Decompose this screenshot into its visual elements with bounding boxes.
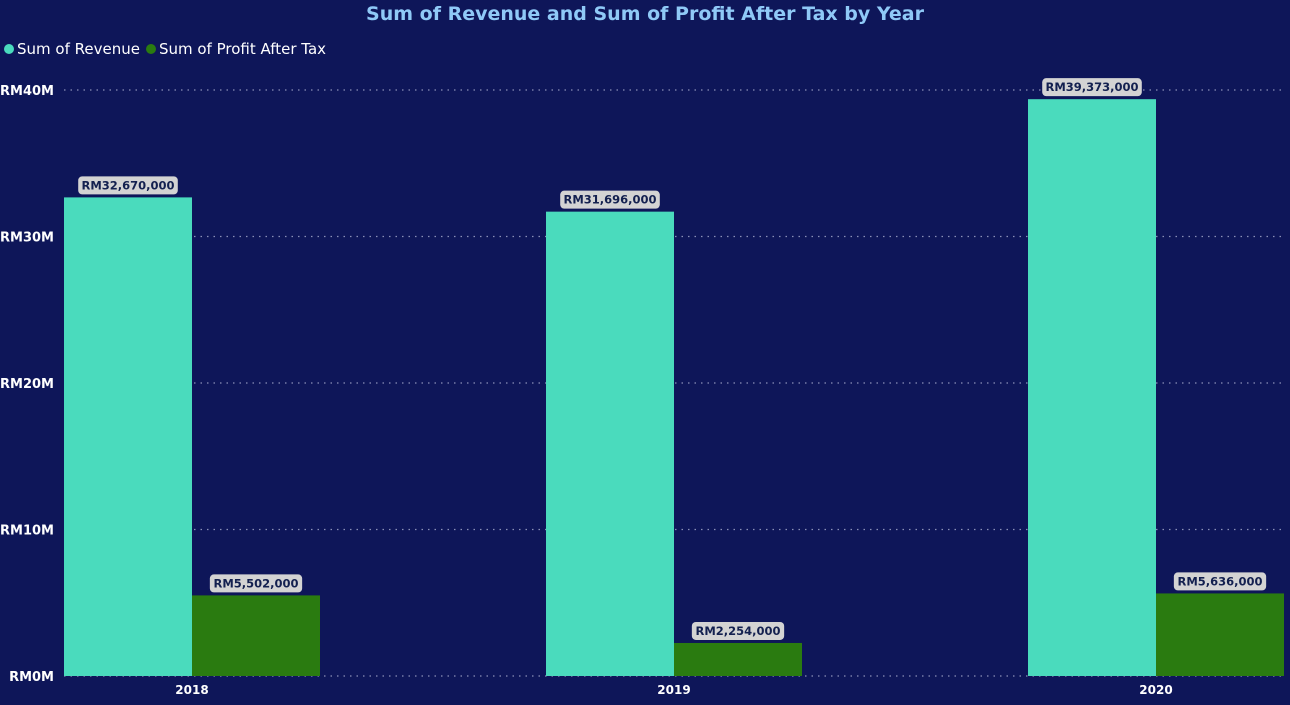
data-label-box: [560, 190, 660, 209]
data-label-box: [691, 621, 785, 640]
legend-label: Sum of Profit After Tax: [158, 40, 327, 58]
x-tick-label: 2020: [1139, 683, 1172, 697]
y-tick-label: RM10M: [0, 524, 54, 539]
y-tick-label: RM0M: [9, 670, 54, 685]
data-label-box: [1042, 78, 1142, 97]
bar-profit: [674, 642, 802, 676]
x-tick-label: 2019: [657, 683, 690, 697]
bar-revenue: [64, 197, 192, 676]
legend: Sum of Revenue Sum of Profit After Tax: [4, 40, 332, 58]
chart-title: Sum of Revenue and Sum of Profit After T…: [366, 3, 924, 25]
data-label-box: [1173, 572, 1267, 591]
data-label-box: [78, 176, 178, 195]
legend-item-profit[interactable]: Sum of Profit After Tax: [145, 40, 327, 58]
legend-item-revenue[interactable]: Sum of Revenue: [4, 40, 140, 58]
y-tick-label: RM30M: [0, 231, 54, 246]
data-label: RM32,670,000: [81, 178, 174, 192]
x-tick-label: 2018: [175, 683, 208, 697]
data-label: RM31,696,000: [563, 193, 656, 207]
legend-dot-icon: [4, 44, 14, 54]
y-tick-label: RM20M: [0, 377, 54, 392]
legend-label: Sum of Revenue: [17, 40, 140, 58]
bar-profit: [1156, 593, 1284, 676]
bar-revenue: [1028, 99, 1156, 676]
data-label: RM2,254,000: [695, 624, 780, 638]
y-tick-label: RM40M: [0, 84, 54, 99]
legend-dot-icon: [145, 44, 156, 54]
data-label: RM39,373,000: [1045, 80, 1138, 94]
bar-revenue: [546, 211, 674, 676]
data-label-box: [209, 574, 303, 593]
data-label: RM5,636,000: [1177, 574, 1262, 588]
bar-profit: [192, 595, 320, 676]
data-label: RM5,502,000: [213, 576, 298, 590]
